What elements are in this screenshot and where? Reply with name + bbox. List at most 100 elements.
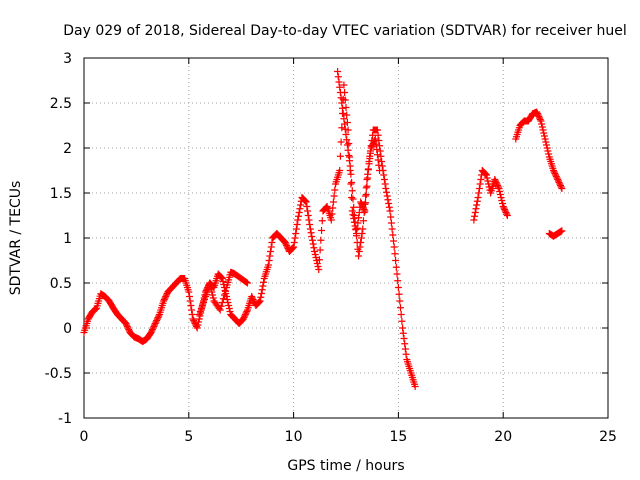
- x-tick-label: 20: [494, 429, 512, 445]
- data-point: [303, 203, 311, 210]
- data-point: [362, 191, 370, 198]
- data-point: [357, 239, 365, 246]
- data-point: [348, 187, 356, 195]
- data-point: [122, 320, 130, 327]
- data-point: [192, 323, 200, 330]
- data-point: [264, 261, 272, 269]
- data-point: [217, 302, 225, 310]
- data-point: [151, 320, 159, 327]
- data-point: [161, 294, 169, 302]
- data-point: [160, 297, 168, 305]
- data-point: [208, 288, 216, 296]
- data-point: [206, 279, 214, 287]
- data-point: [538, 120, 546, 128]
- data-point: [304, 207, 312, 215]
- data-point: [345, 157, 353, 165]
- data-point: [540, 129, 548, 137]
- data-point: [497, 194, 505, 201]
- data-point: [496, 188, 504, 195]
- data-point: [336, 152, 344, 160]
- data-point: [533, 108, 541, 116]
- data-point: [376, 147, 384, 155]
- data-point: [544, 147, 552, 155]
- data-point: [220, 291, 228, 299]
- data-point: [209, 291, 217, 299]
- data-point: [348, 194, 356, 201]
- data-point: [349, 195, 357, 203]
- data-point: [392, 263, 400, 271]
- data-point: [393, 270, 401, 278]
- y-tick-label: 0: [63, 321, 72, 337]
- data-point: [185, 288, 193, 296]
- data-point: [363, 176, 371, 183]
- data-point: [411, 383, 419, 390]
- data-point: [492, 179, 500, 186]
- data-point: [256, 297, 264, 305]
- data-point: [376, 142, 384, 150]
- data-point: [538, 123, 546, 131]
- data-point: [373, 126, 381, 134]
- series-segment-4: [470, 167, 511, 224]
- data-point: [282, 240, 290, 248]
- data-point: [342, 104, 350, 111]
- data-point: [543, 141, 551, 149]
- data-point: [345, 140, 353, 147]
- data-point: [304, 212, 312, 219]
- data-point: [558, 185, 566, 192]
- data-point: [248, 293, 256, 300]
- data-point: [327, 216, 335, 224]
- data-point: [361, 200, 369, 208]
- data-point: [306, 225, 314, 233]
- data-point: [188, 311, 196, 318]
- data-point: [336, 167, 344, 174]
- y-tick-label: 1: [63, 231, 72, 247]
- data-point: [363, 182, 371, 190]
- data-point: [366, 155, 374, 162]
- data-point: [294, 216, 302, 224]
- x-axis-label: GPS time / hours: [287, 458, 404, 474]
- data-point: [196, 308, 204, 315]
- series-segment-2: [195, 268, 251, 318]
- data-point: [315, 266, 323, 273]
- data-point: [542, 138, 550, 146]
- data-point: [394, 284, 402, 291]
- data-point: [503, 210, 511, 218]
- data-point: [218, 275, 226, 282]
- data-point: [125, 326, 133, 333]
- data-point: [375, 161, 383, 169]
- data-point: [301, 197, 309, 204]
- data-point: [550, 168, 558, 176]
- data-point: [483, 174, 491, 182]
- data-point: [368, 143, 376, 150]
- data-point: [396, 297, 404, 305]
- data-point: [556, 182, 564, 189]
- data-point: [155, 312, 163, 320]
- data-point: [123, 321, 131, 329]
- data-point: [556, 180, 564, 188]
- series-segment-6: [545, 227, 566, 240]
- data-point: [385, 203, 393, 211]
- data-point: [309, 240, 317, 248]
- data-point: [260, 278, 268, 286]
- data-point: [292, 225, 300, 233]
- data-point: [209, 294, 217, 302]
- data-point: [369, 141, 377, 149]
- data-point: [283, 243, 291, 251]
- data-point: [388, 225, 396, 233]
- data-point: [329, 204, 337, 212]
- data-point: [150, 323, 158, 330]
- data-point: [555, 179, 563, 186]
- data-point: [356, 243, 364, 251]
- data-point: [341, 96, 349, 104]
- data-point: [310, 244, 318, 252]
- data-point: [194, 321, 202, 329]
- data-point: [474, 194, 482, 201]
- y-tick-label: 2.5: [50, 96, 72, 112]
- data-point: [281, 239, 289, 246]
- data-point: [162, 291, 170, 299]
- data-point: [495, 185, 503, 192]
- data-point: [378, 158, 386, 165]
- data-point: [198, 302, 206, 309]
- data-point: [206, 282, 214, 290]
- data-point: [351, 218, 359, 226]
